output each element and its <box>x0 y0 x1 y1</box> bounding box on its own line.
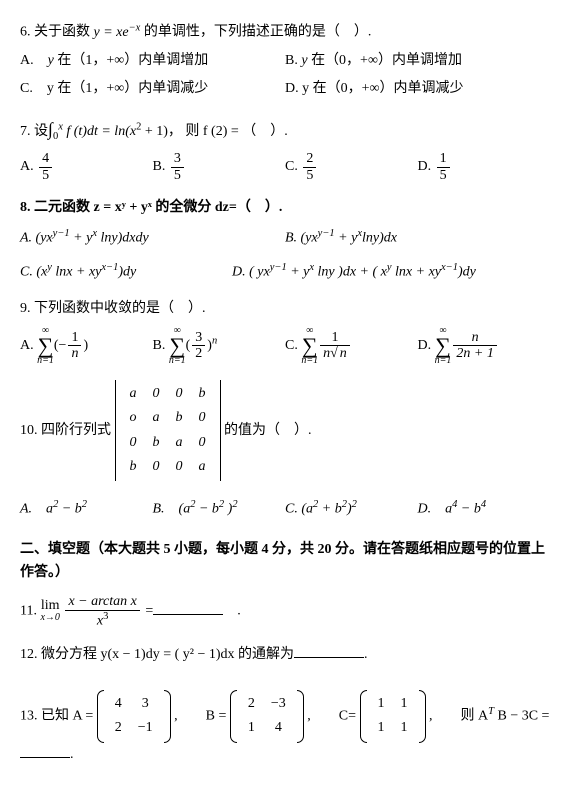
q9-opt-d: D. ∞∑n=1n2n + 1 <box>418 326 551 366</box>
q8-opt-a: A. (yxy−1 + yx lny)dxdy <box>20 226 285 250</box>
blank-12[interactable] <box>294 643 364 658</box>
q6-opt-c: C. y 在（1，+∞）内单调减少 <box>20 78 285 100</box>
q8-opt-d: D. ( yxy−1 + yx lny )dx + ( xy lnx + xyx… <box>232 260 550 284</box>
q10-opt-c: C. (a2 + b2)2 <box>285 497 418 521</box>
q8-opt-b: B. (yxy−1 + yxlny)dx <box>285 226 550 250</box>
q7-opt-c: C. 25 <box>285 151 418 183</box>
blank-13[interactable] <box>20 743 70 758</box>
blank-11[interactable] <box>153 600 223 615</box>
q6-opt-d: D. y 在（0，+∞）内单调减少 <box>285 78 550 100</box>
matrix-b: 2−314 <box>230 690 304 743</box>
q9-stem: 9. 下列函数中收敛的是（ ）. <box>20 298 550 320</box>
q10-opt-a: A. a2 − b2 <box>20 497 153 521</box>
question-13: 13. 已知 A = 432−1 , B = 2−314 , C= 1111 ,… <box>20 690 550 766</box>
determinant: a00b oab0 0ba0 b00a <box>115 380 221 482</box>
q6-opt-b: B. y 在（0，+∞）内单调增加 <box>285 50 550 72</box>
question-10: 10. 四阶行列式 a00b oab0 0ba0 b00a 的值为（ ）. A.… <box>20 380 550 522</box>
q9-opt-c: C. ∞∑n=11n√n <box>285 326 418 366</box>
q8-opt-c: C. (xy lnx + xyx−1)dy <box>20 260 232 284</box>
section-2-header: 二、填空题（本大题共 5 小题，每小题 4 分，共 20 分。请在答题纸相应题号… <box>20 539 550 584</box>
question-9: 9. 下列函数中收敛的是（ ）. A. ∞∑n=1(−1n) B. ∞∑n=1(… <box>20 298 550 366</box>
q6-opt-a: A. y 在（1，+∞）内单调增加 <box>20 50 285 72</box>
matrix-c: 1111 <box>360 690 426 743</box>
q7-stem: 7. 设∫0x f (t)dt = ln(x2 + 1)， 则 f (2) = … <box>20 115 550 146</box>
q6-stem: 6. 关于函数 y = xe−x 的单调性，下列描述正确的是（ ）. <box>20 20 550 44</box>
question-6: 6. 关于函数 y = xe−x 的单调性，下列描述正确的是（ ）. A. y … <box>20 20 550 101</box>
q10-opt-b: B. (a2 − b2 )2 <box>153 497 286 521</box>
question-7: 7. 设∫0x f (t)dt = ln(x2 + 1)， 则 f (2) = … <box>20 115 550 183</box>
question-11: 11. limx→0 x − arctan xx3 = . <box>20 594 550 628</box>
q7-opt-b: B. 35 <box>153 151 286 183</box>
q8-stem: 8. 二元函数 z = xʸ + yˣ 的全微分 dz=（ ）. <box>20 197 550 219</box>
q9-opt-a: A. ∞∑n=1(−1n) <box>20 326 153 366</box>
q9-opt-b: B. ∞∑n=1(32)n <box>153 326 286 366</box>
q7-opt-a: A. 45 <box>20 151 153 183</box>
q10-opt-d: D. a4 − b4 <box>418 497 551 521</box>
question-8: 8. 二元函数 z = xʸ + yˣ 的全微分 dz=（ ）. A. (yxy… <box>20 197 550 283</box>
question-12: 12. 微分方程 y(x − 1)dy = ( y² − 1)dx 的通解为. <box>20 643 550 666</box>
matrix-a: 432−1 <box>97 690 171 743</box>
q10-stem: 10. 四阶行列式 a00b oab0 0ba0 b00a 的值为（ ）. <box>20 380 550 482</box>
q7-opt-d: D. 15 <box>418 151 551 183</box>
